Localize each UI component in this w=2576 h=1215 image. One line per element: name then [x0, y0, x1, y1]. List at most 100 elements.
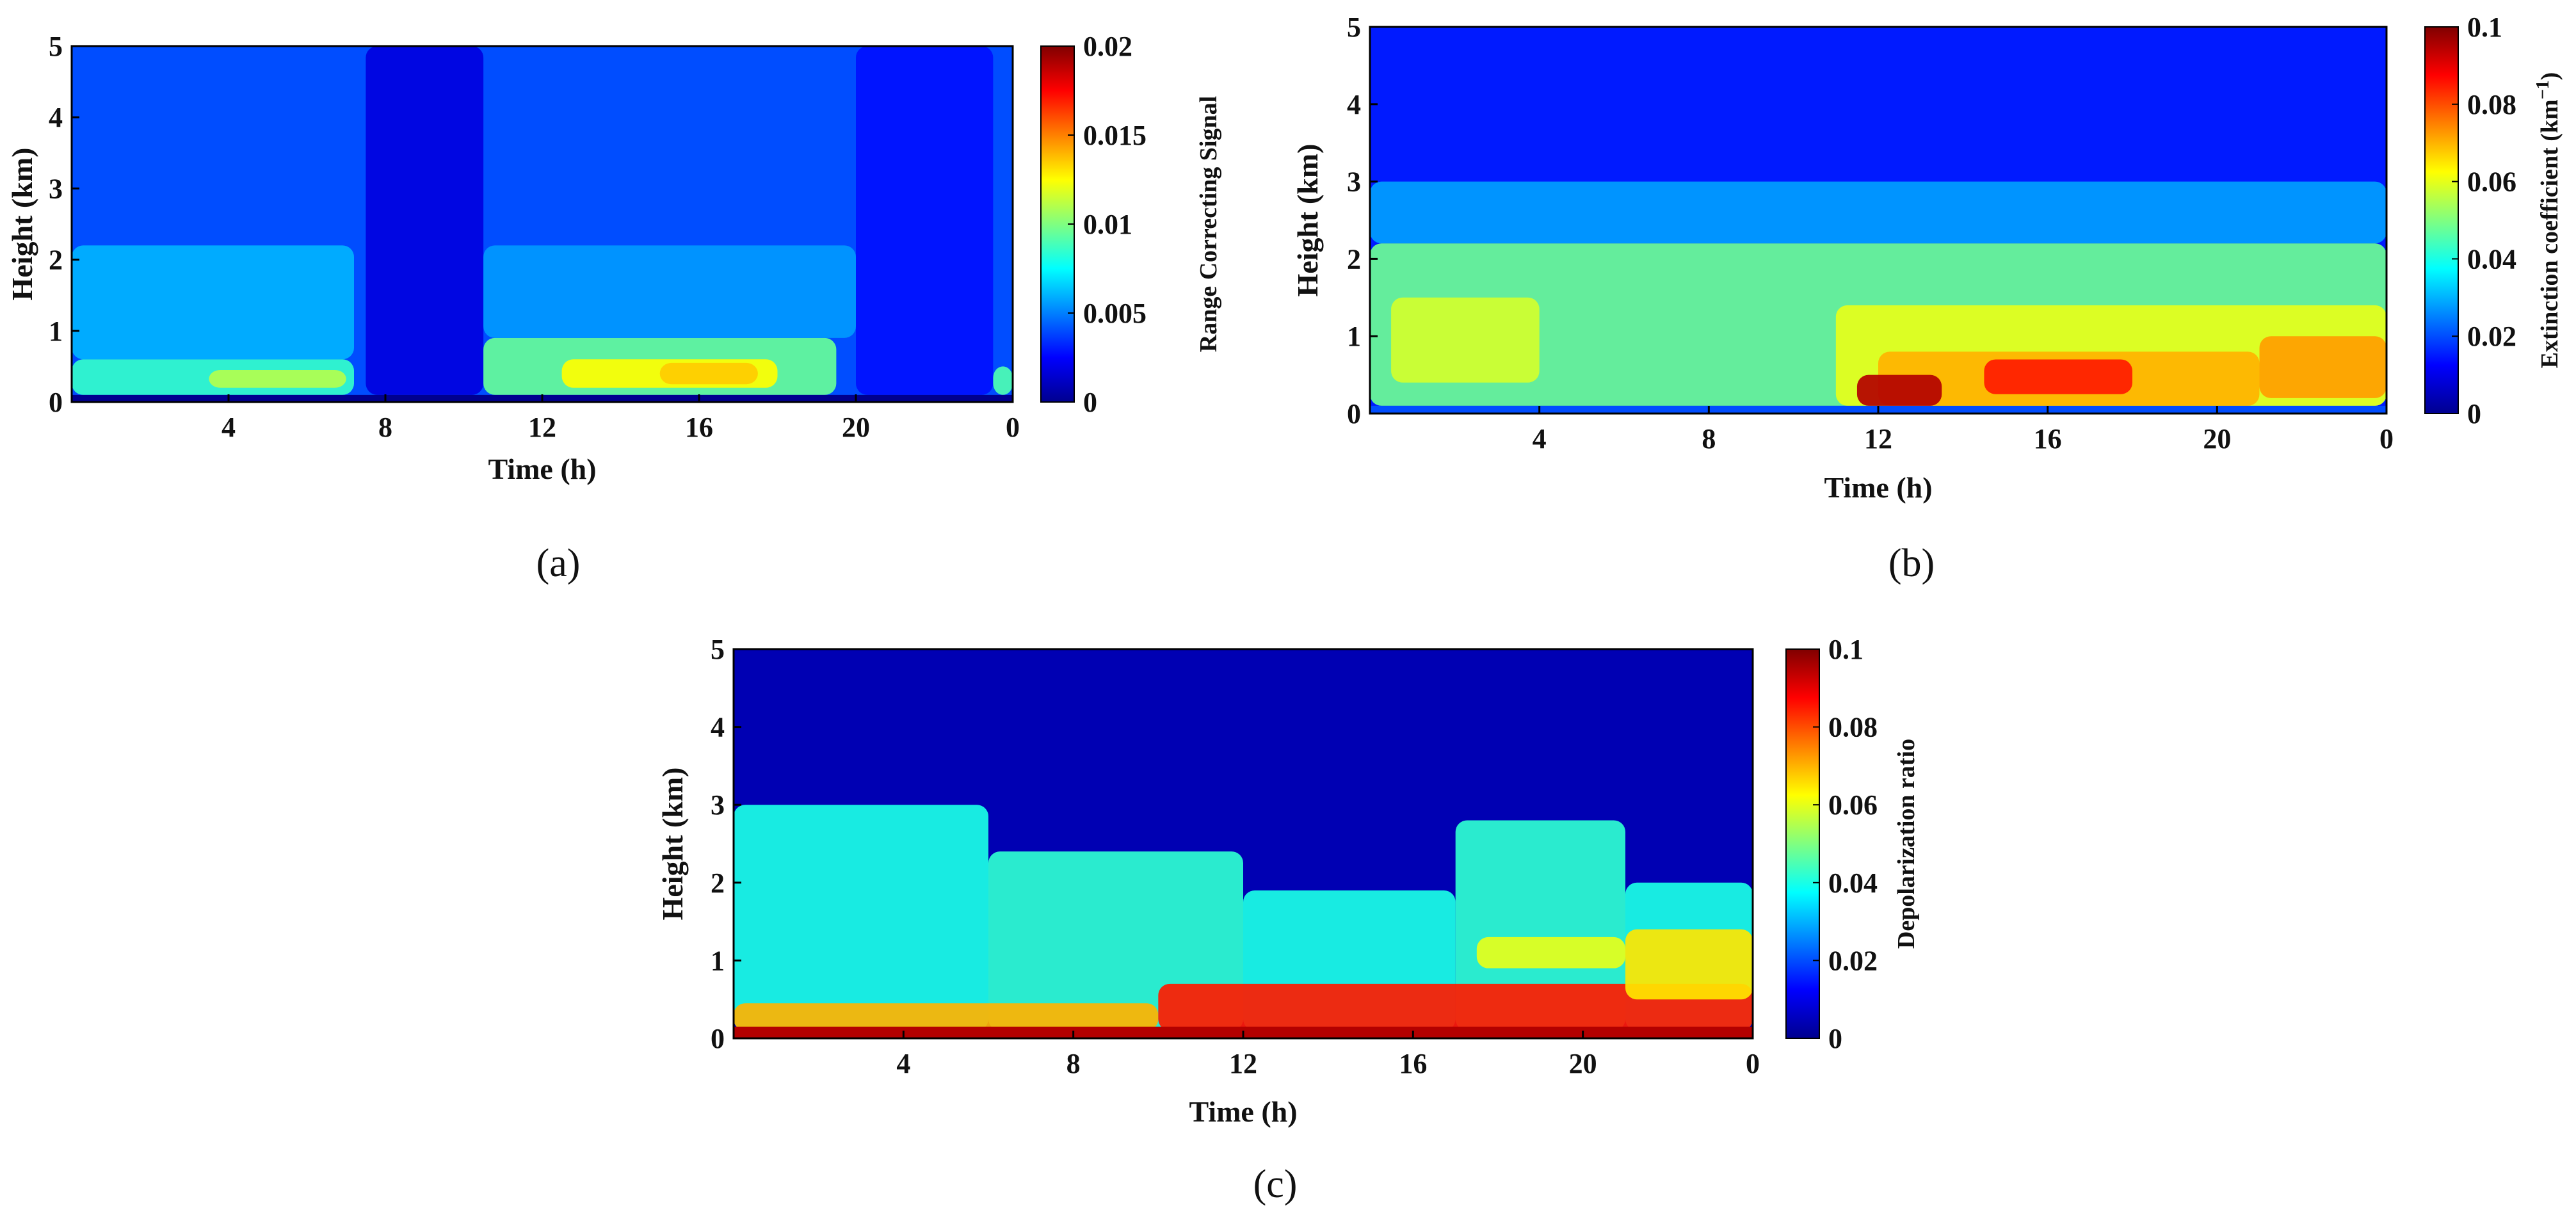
y-tick-label: 0 [49, 387, 63, 418]
heatmap-cell [1856, 374, 1942, 406]
y-tick-label: 4 [49, 102, 63, 133]
panel-a-ylabel: Height (km) [6, 148, 38, 301]
heatmap-cell [856, 46, 994, 395]
heatmap-cell [734, 1003, 1159, 1031]
heatmap-cell [993, 366, 1013, 395]
x-tick-label: 0 [1006, 412, 1020, 443]
panel-a-xticks: 4 8 12 16 20 0 [221, 394, 1020, 443]
y-tick-label: 2 [1347, 243, 1361, 275]
colorbar-tick-label: 0.04 [2467, 243, 2516, 275]
colorbar-tick-label: 0.08 [1828, 712, 1878, 743]
heatmap-cell [209, 369, 346, 388]
colorbar-tick-label: 0.005 [1083, 298, 1147, 329]
heatmap-cell [1476, 937, 1625, 969]
y-tick-label: 4 [711, 712, 725, 743]
x-tick-label: 4 [896, 1048, 910, 1079]
x-tick-label: 20 [2203, 423, 2231, 455]
y-tick-label: 3 [711, 789, 725, 821]
colorbar-tick-label: 0.08 [2467, 89, 2516, 120]
y-tick-label: 4 [1347, 89, 1361, 120]
heatmap-cell [659, 362, 758, 385]
y-tick-label: 0 [711, 1023, 725, 1054]
x-tick-label: 20 [842, 412, 870, 443]
panel-a-colorbar-label: Range Correcting Signal [1195, 96, 1222, 352]
panel-a-heatmap [72, 46, 1013, 402]
x-tick-label: 8 [1702, 423, 1716, 455]
y-tick-label: 3 [49, 173, 63, 204]
colorbar-tick-label: 0.06 [1828, 789, 1878, 821]
heatmap-cell [1158, 983, 1753, 1031]
y-tick-label: 0 [1347, 398, 1361, 430]
x-tick-label: 12 [528, 412, 556, 443]
y-tick-label: 1 [49, 316, 63, 347]
y-tick-label: 5 [49, 31, 63, 62]
colorbar-tick-label: 0.1 [2467, 12, 2502, 43]
x-tick-label: 16 [685, 412, 713, 443]
heatmap-cell [366, 46, 484, 395]
panel-b-colorbar-ticks: 0 0.02 0.04 0.06 0.08 0.1 [2452, 12, 2516, 430]
x-tick-label: 0 [2379, 423, 2394, 455]
x-tick-label: 16 [1399, 1048, 1427, 1079]
heatmap-cell [1455, 820, 1625, 1031]
panel-c-colorbar [1785, 648, 1820, 1039]
panel-c-yticks: 0 1 2 3 4 5 [711, 634, 741, 1054]
x-tick-label: 4 [1533, 423, 1547, 455]
colorbar-tick-label: 0.02 [1083, 31, 1132, 62]
colorbar-tick-label: 0 [2467, 398, 2481, 430]
x-tick-label: 12 [1864, 423, 1892, 455]
x-tick-label: 8 [378, 412, 392, 443]
panel-c-colorbar-label: Depolarization ratio [1893, 739, 1920, 949]
x-tick-label: 4 [221, 412, 236, 443]
colorbar-tick-label: 0.01 [1083, 209, 1132, 240]
panel-b-xlabel: Time (h) [1824, 471, 1932, 504]
panel-b-yticks: 0 1 2 3 4 5 [1347, 12, 1378, 430]
panel-a-yticks: 0 1 2 3 4 5 [49, 31, 79, 418]
y-tick-label: 5 [1347, 12, 1361, 43]
panel-b-colorbar [2424, 26, 2459, 414]
panel-b-ylabel: Height (km) [1291, 144, 1324, 297]
heatmap-cell [1984, 359, 2132, 394]
panel-b-colorbar-label: Extinction coefficient (km−1) [2533, 72, 2563, 369]
colorbar-tick-label: 0.06 [2467, 166, 2516, 198]
y-tick-label: 5 [711, 634, 725, 665]
colorbar-tick-label: 0.02 [2467, 321, 2516, 352]
y-tick-label: 1 [711, 945, 725, 976]
panel-c-xlabel: Time (h) [1189, 1095, 1297, 1128]
colorbar-tick-label: 0 [1828, 1023, 1842, 1054]
colorbar-tick-label: 0.02 [1828, 945, 1878, 976]
heatmap-cell [1391, 297, 1540, 383]
heatmap-cell [2259, 336, 2387, 398]
x-tick-label: 20 [1569, 1048, 1597, 1079]
x-tick-label: 16 [2034, 423, 2062, 455]
panel-a-colorbar-ticks: 0 0.005 0.01 0.015 0.02 [1068, 31, 1147, 418]
heatmap-cell [1625, 929, 1753, 1000]
panel-c-xticks: 4 8 12 16 20 0 [896, 1031, 1760, 1079]
x-tick-label: 12 [1229, 1048, 1257, 1079]
colorbar-tick-label: 0.1 [1828, 634, 1864, 665]
panel-b-heatmap [1370, 27, 2387, 414]
colorbar-tick-label: 0.04 [1828, 867, 1878, 899]
y-tick-label: 2 [49, 245, 63, 276]
heatmap-cell [1370, 181, 2387, 244]
heatmap-cell [734, 805, 988, 1031]
y-tick-label: 2 [711, 867, 725, 899]
panel-b-label: (b) [1888, 542, 1935, 585]
x-tick-label: 8 [1067, 1048, 1081, 1079]
panel-c-ylabel: Height (km) [656, 768, 689, 921]
heatmap-cell [483, 245, 856, 338]
y-tick-label: 1 [1347, 321, 1361, 352]
x-tick-label: 0 [1746, 1048, 1760, 1079]
panel-b-xticks: 4 8 12 16 20 0 [1533, 406, 2394, 455]
y-tick-label: 3 [1347, 166, 1361, 198]
panel-c-colorbar-ticks: 0 0.02 0.04 0.06 0.08 0.1 [1813, 634, 1878, 1054]
colorbar-tick-label: 0.015 [1083, 120, 1147, 151]
panel-a-xlabel: Time (h) [488, 453, 596, 485]
heatmap-cell [72, 245, 354, 360]
panel-c-label: (c) [1253, 1163, 1298, 1206]
panel-a-label: (a) [536, 542, 581, 585]
colorbar-tick-label: 0 [1083, 387, 1097, 418]
